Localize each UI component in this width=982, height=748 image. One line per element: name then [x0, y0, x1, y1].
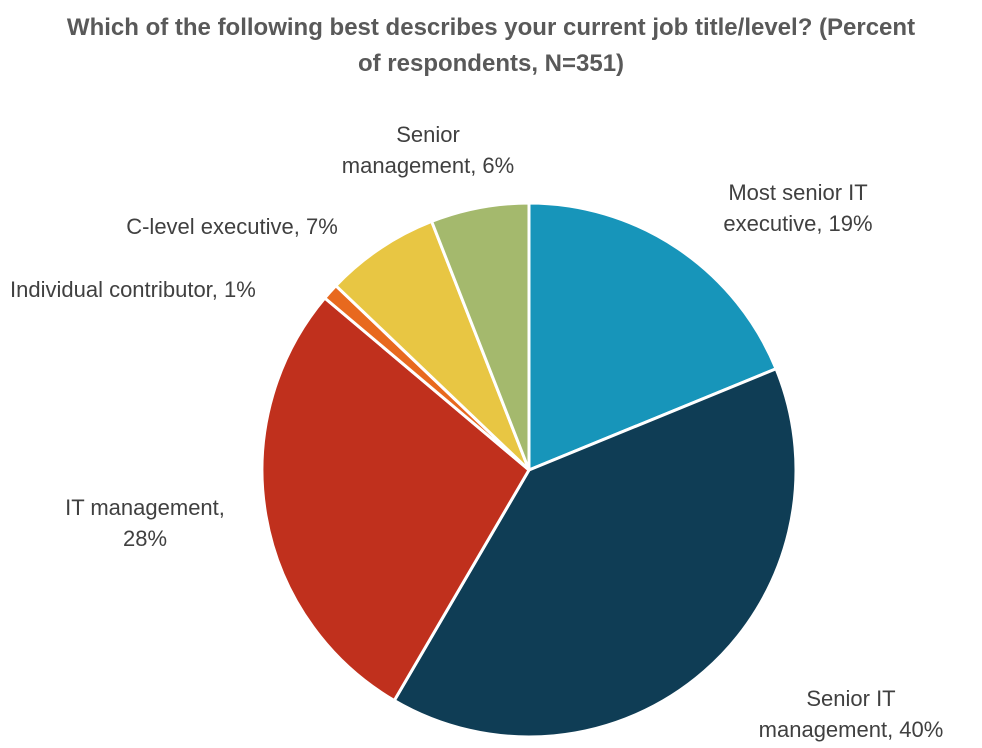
- data-label-line: C-level executive, 7%: [126, 214, 338, 239]
- data-label-senior-management: Senior management, 6%: [342, 122, 514, 178]
- data-label-line: 28%: [123, 526, 167, 551]
- pie-slice-senior-it-management: [392, 367, 798, 739]
- chart-title: Which of the following best describes yo…: [0, 10, 982, 82]
- pie-labels: Most senior IT executive, 19% Senior IT man…: [10, 122, 943, 742]
- data-label-line: management, 40%: [759, 717, 944, 742]
- data-label-line: IT management,: [65, 495, 225, 520]
- data-label-line: Most senior IT: [728, 180, 867, 205]
- data-label-line: management, 6%: [342, 153, 514, 178]
- data-label-line: Senior IT: [806, 686, 895, 711]
- chart-title-line-1: Which of the following best describes yo…: [66, 14, 916, 41]
- data-label-individual-contributor: Individual contributor, 1%: [10, 277, 256, 302]
- data-label-line: Individual contributor, 1%: [10, 277, 256, 302]
- pie-slice-it-management: [260, 296, 531, 703]
- data-label-it-management: IT management, 28%: [65, 495, 225, 551]
- pie-slice-senior-management: [430, 201, 531, 472]
- pie-slice-most-senior-it-executive: [527, 201, 778, 472]
- pie-slice-c-level-executive: [334, 219, 531, 472]
- chart-title-line-2: of respondents, N=351): [357, 50, 625, 77]
- data-label-most-senior-it-executive: Most senior IT executive, 19%: [723, 180, 872, 236]
- data-label-line: Senior: [396, 122, 460, 147]
- data-label-line: executive, 19%: [723, 211, 872, 236]
- data-label-c-level-executive: C-level executive, 7%: [126, 214, 338, 239]
- data-label-senior-it-management: Senior IT management, 40%: [759, 686, 944, 742]
- pie-slices: [260, 201, 798, 739]
